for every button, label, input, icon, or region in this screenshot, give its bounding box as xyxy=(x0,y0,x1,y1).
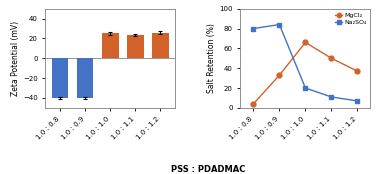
Y-axis label: Zeta Potential (mV): Zeta Potential (mV) xyxy=(11,21,20,96)
Bar xyxy=(127,35,144,58)
Na₂SO₄ xyxy=(355,100,360,102)
Y-axis label: Salt Retention (%): Salt Retention (%) xyxy=(208,23,217,93)
Legend: MgCl₂, Na₂SO₄: MgCl₂, Na₂SO₄ xyxy=(334,12,367,25)
Na₂SO₄ xyxy=(277,23,282,26)
Bar xyxy=(52,58,68,98)
Line: MgCl₂: MgCl₂ xyxy=(251,40,360,106)
Na₂SO₄ xyxy=(251,27,256,30)
Text: PSS : PDADMAC: PSS : PDADMAC xyxy=(171,165,245,174)
MgCl₂ xyxy=(355,70,360,72)
Bar xyxy=(102,33,119,58)
Bar xyxy=(77,58,93,98)
MgCl₂ xyxy=(329,57,334,59)
MgCl₂ xyxy=(251,103,256,105)
MgCl₂ xyxy=(303,41,308,44)
MgCl₂ xyxy=(277,74,282,76)
Na₂SO₄ xyxy=(303,87,308,89)
Line: Na₂SO₄: Na₂SO₄ xyxy=(251,22,360,103)
Bar xyxy=(152,33,169,58)
Na₂SO₄ xyxy=(329,96,334,98)
